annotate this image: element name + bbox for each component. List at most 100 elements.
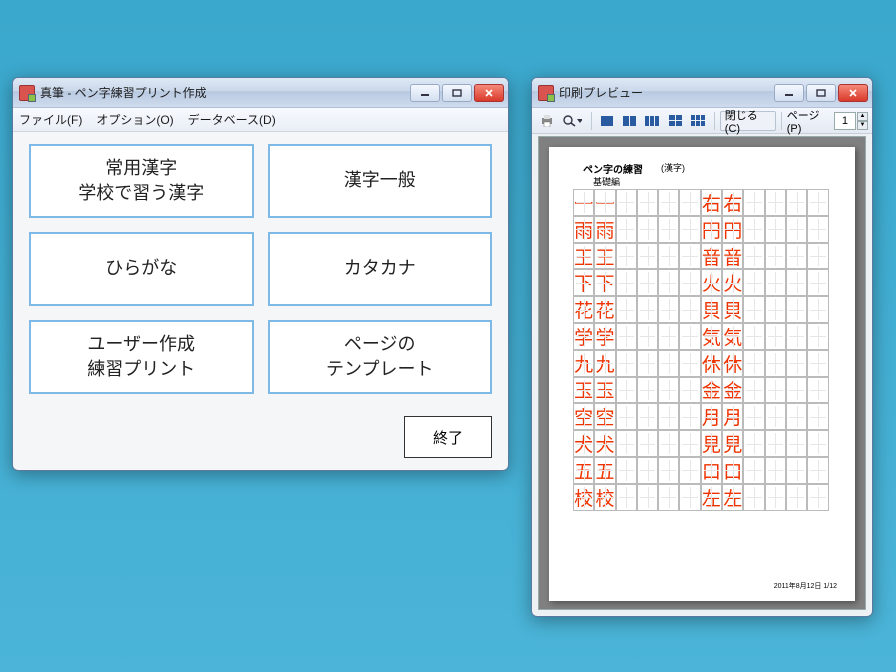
grid-cell [743,189,764,216]
layout-6-icon[interactable] [687,111,708,131]
preview-close-button[interactable] [838,84,868,102]
grid-cell [658,430,679,457]
grid-cell [743,457,764,484]
grid-cell: 休 [701,350,722,377]
page-number-input[interactable] [834,112,856,130]
grid-cell [765,323,786,350]
grid-cell [786,430,807,457]
menu-option[interactable]: オプション(O) [96,111,173,128]
grid-cell [679,216,700,243]
btn-joyo-kanji[interactable]: 常用漢字 学校で習う漢字 [29,144,254,218]
grid-cell: 金 [701,377,722,404]
doc-title: ペン字の練習 [583,161,643,176]
grid-cell [658,323,679,350]
grid-cell [637,189,658,216]
grid-cell: 月 [701,403,722,430]
btn-user-created[interactable]: ユーザー作成 練習プリント [29,320,254,394]
preview-viewport[interactable]: ペン字の練習 (漢字) 基礎編 一一右右雨雨円円王王音音下下火火花花貝貝学学気気… [538,136,866,610]
grid-cell: 火 [722,269,743,296]
grid-cell [679,296,700,323]
grid-cell [807,484,828,511]
preview-minimize-button[interactable] [774,84,804,102]
close-button[interactable] [474,84,504,102]
preview-window: 印刷プレビュー 閉じる(C) ページ(P) [531,77,873,617]
btn-katakana[interactable]: カタカナ [268,232,493,306]
grid-cell: 空 [594,403,615,430]
grid-cell [616,323,637,350]
grid-cell [616,484,637,511]
grid-cell [658,377,679,404]
grid-cell [679,403,700,430]
grid-cell [786,323,807,350]
grid-cell [786,377,807,404]
toolbar-close-button[interactable]: 閉じる(C) [720,111,776,131]
grid-cell: 花 [594,296,615,323]
grid-cell [658,269,679,296]
grid-cell [765,269,786,296]
btn-kanji-general[interactable]: 漢字一般 [268,144,493,218]
preview-toolbar: 閉じる(C) ページ(P) ▲▼ [532,108,872,134]
grid-cell [679,430,700,457]
btn-hiragana[interactable]: ひらがな [29,232,254,306]
grid-cell: 左 [701,484,722,511]
minimize-button[interactable] [410,84,440,102]
grid-cell [679,269,700,296]
menu-file[interactable]: ファイル(F) [19,111,82,128]
doc-footer: 2011年8月12日 1/12 [774,581,837,591]
layout-3-icon[interactable] [642,111,663,131]
grid-cell [658,296,679,323]
main-titlebar[interactable]: 真筆 - ペン字練習プリント作成 [13,78,508,108]
menu-database[interactable]: データベース(D) [188,111,276,128]
grid-cell [765,403,786,430]
grid-cell: 気 [722,323,743,350]
grid-cell [616,457,637,484]
layout-1-icon[interactable] [597,111,617,131]
grid-cell: 月 [722,403,743,430]
grid-cell: 雨 [594,216,615,243]
main-button-grid: 常用漢字 学校で習う漢字 漢字一般 ひらがな カタカナ ユーザー作成 練習プリン… [29,144,492,394]
grid-cell [658,189,679,216]
grid-cell [637,269,658,296]
grid-cell [765,377,786,404]
grid-cell [786,457,807,484]
zoom-icon[interactable] [559,111,586,131]
exit-button[interactable]: 終了 [404,416,492,458]
maximize-button[interactable] [442,84,472,102]
grid-cell: 右 [701,189,722,216]
grid-cell: 見 [701,430,722,457]
doc-subtitle: (漢字) [661,161,685,174]
main-window: 真筆 - ペン字練習プリント作成 ファイル(F) オプション(O) データベース… [12,77,509,471]
grid-cell [637,243,658,270]
grid-cell [807,296,828,323]
grid-cell: 音 [701,243,722,270]
grid-cell: 雨 [573,216,594,243]
grid-cell: 貝 [701,296,722,323]
layout-4-icon[interactable] [665,111,685,131]
grid-cell [743,269,764,296]
grid-cell [807,350,828,377]
grid-cell [807,323,828,350]
preview-titlebar[interactable]: 印刷プレビュー [532,78,872,108]
grid-cell: 九 [594,350,615,377]
btn-page-template[interactable]: ページの テンプレート [268,320,493,394]
print-icon[interactable] [536,111,557,131]
layout-2-icon[interactable] [619,111,639,131]
grid-cell [658,243,679,270]
grid-cell [786,216,807,243]
grid-cell [658,457,679,484]
page-label: ページ(P) [787,107,832,135]
grid-cell [786,269,807,296]
page-spinner[interactable]: ▲▼ [857,112,868,130]
preview-app-icon [538,85,554,101]
grid-cell [637,484,658,511]
grid-cell [807,457,828,484]
grid-cell: 休 [722,350,743,377]
grid-cell [807,377,828,404]
preview-maximize-button[interactable] [806,84,836,102]
grid-cell [679,243,700,270]
preview-page: ペン字の練習 (漢字) 基礎編 一一右右雨雨円円王王音音下下火火花花貝貝学学気気… [549,147,855,601]
grid-cell [616,350,637,377]
grid-cell [616,403,637,430]
grid-cell [765,484,786,511]
grid-cell [743,377,764,404]
